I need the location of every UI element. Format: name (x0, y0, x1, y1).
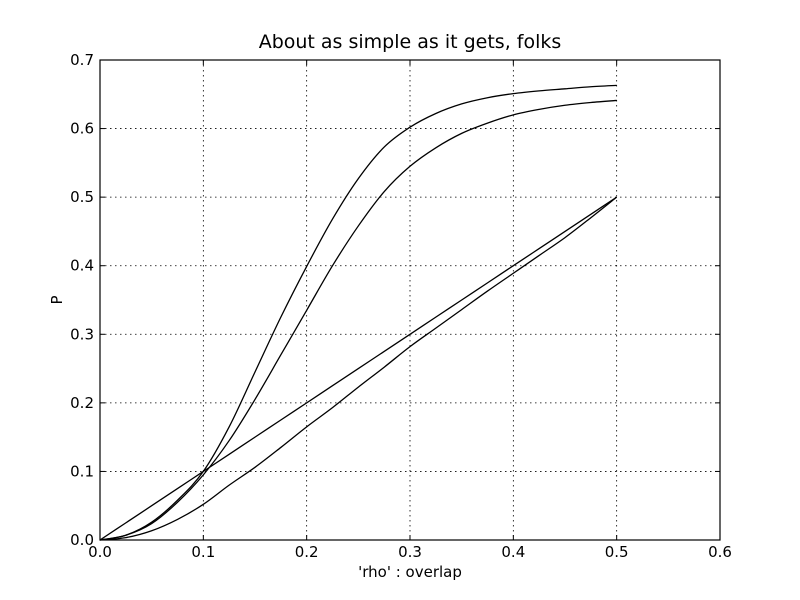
y-tick-label: 0.7 (70, 51, 94, 69)
y-tick-label: 0.0 (70, 531, 94, 549)
y-tick-label: 0.5 (70, 188, 94, 206)
series-group (99, 84, 618, 541)
y-tick-label: 0.3 (70, 325, 94, 343)
axis-ticks: 0.0 0.1 0.2 0.3 0.4 0.5 0.6 0.0 0.1 0.2 0.3 0.4 0.5 0… (70, 51, 732, 561)
y-tick-label: 0.6 (70, 120, 94, 138)
series-line-2 (99, 196, 618, 541)
x-tick-label: 0.4 (501, 543, 525, 561)
grid (100, 60, 720, 540)
series-line-3 (99, 99, 617, 541)
x-tick-label: 0.6 (708, 543, 732, 561)
x-tick-label: 0.5 (605, 543, 629, 561)
x-tick-label: 0.2 (295, 543, 319, 561)
x-tick-label: 0.1 (191, 543, 215, 561)
x-tick-label: 0.3 (398, 543, 422, 561)
y-tick-label: 0.4 (70, 257, 94, 275)
chart-title: About as simple as it gets, folks (259, 31, 562, 53)
y-axis-label: P (48, 295, 66, 304)
y-tick-label: 0.2 (70, 394, 94, 412)
series-line-1 (99, 196, 618, 541)
x-tick-label: 0.0 (88, 543, 112, 561)
series-line-4 (99, 84, 617, 541)
x-axis-label: 'rho' : overlap (358, 563, 462, 581)
y-tick-label: 0.1 (70, 462, 94, 480)
